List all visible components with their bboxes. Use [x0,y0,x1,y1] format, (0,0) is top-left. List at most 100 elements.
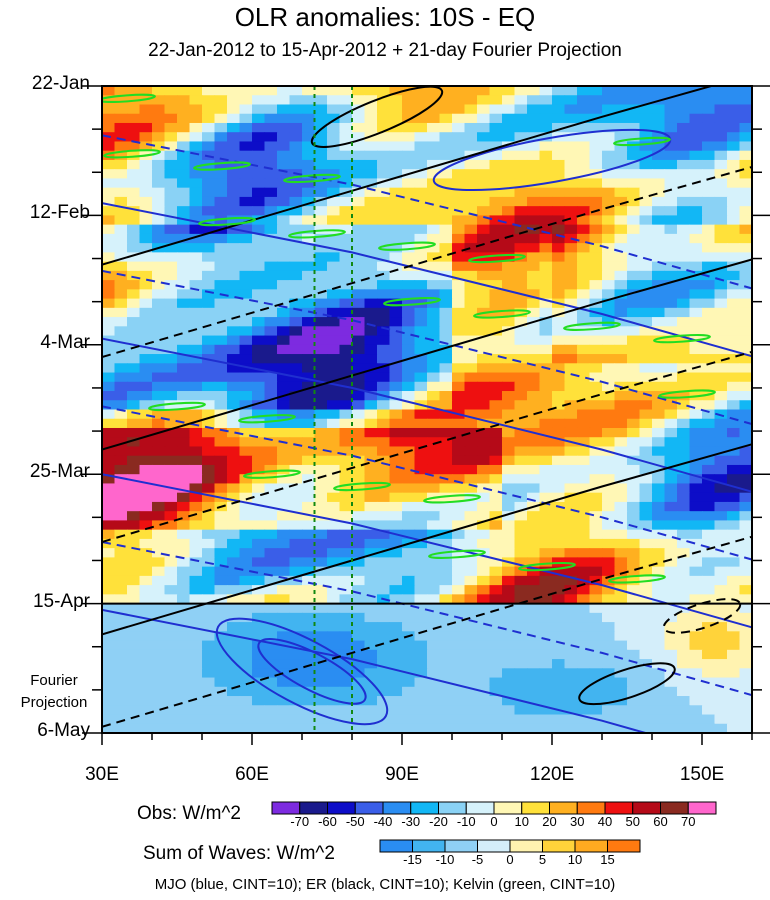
kelvin-contour [468,253,526,264]
heatmap-cell [727,159,741,170]
heatmap-cell [152,649,166,660]
heatmap-cell [727,492,741,503]
heatmap-cell [427,418,441,429]
heatmap-cell [714,224,728,235]
heatmap-cell [252,326,266,337]
heatmap-cell [689,113,703,124]
heatmap-cell [714,585,728,595]
heatmap-cell [152,280,166,290]
heatmap-cell [114,622,128,632]
heatmap-cell [139,169,153,180]
heatmap-cell [252,575,266,586]
heatmap-cell [627,252,641,263]
heatmap-cell [677,354,691,364]
heatmap-cell [564,483,578,494]
heatmap-cell [102,196,116,207]
heatmap-cell [352,649,366,660]
heatmap-cell [527,289,541,300]
heatmap-cell [127,548,141,558]
heatmap-cell [714,86,728,96]
heatmap-cell [127,298,141,309]
heatmap-cell [314,455,328,466]
heatmap-cell [402,649,416,660]
heatmap-cell [677,483,691,494]
heatmap-cell [139,159,153,170]
heatmap-cell [639,483,653,494]
heatmap-cell [414,464,428,475]
heatmap-cell [639,289,653,300]
heatmap-cell [364,575,378,586]
heatmap-cell [202,381,216,392]
heatmap-cell [727,714,741,725]
heatmap-cell [514,474,528,485]
heatmap-cell [639,159,653,170]
heatmap-cell [252,391,266,401]
heatmap-cell [627,511,641,522]
heatmap-cell [552,372,566,383]
heatmap-cell [727,104,741,115]
heatmap-cell [502,659,516,669]
heatmap-cell [314,548,328,558]
heatmap-cell [289,196,303,207]
heatmap-cell [202,141,216,152]
heatmap-cell [539,418,553,429]
heatmap-cell [114,317,128,327]
heatmap-cell [239,391,253,401]
heatmap-cell [577,696,591,706]
heatmap-cell [502,538,516,549]
heatmap-cell [414,705,428,716]
heatmap-cell [364,696,378,706]
kelvin-contour [288,229,346,239]
heatmap-cell [327,594,341,605]
heatmap-cell [189,400,203,411]
heatmap-cell [702,409,716,420]
heatmap-cell [514,585,528,595]
heatmap-cell [739,474,752,485]
heatmap-cell [539,354,553,364]
heatmap-cell [289,307,303,318]
heatmap-cell [577,566,591,577]
heatmap-cell [339,446,353,457]
heatmap-cell [727,317,741,327]
heatmap-cell [264,585,278,595]
heatmap-cell [614,86,628,96]
heatmap-cell [514,649,528,660]
heatmap-cell [314,696,328,706]
heatmap-cell [127,113,141,124]
heatmap-cell [189,464,203,475]
heatmap-cell [114,178,128,189]
heatmap-cell [652,474,666,485]
heatmap-cell [714,483,728,494]
heatmap-cell [189,326,203,337]
heatmap-cell [402,492,416,503]
heatmap-cell [577,113,591,124]
heatmap-cell [664,566,678,577]
heatmap-cell [314,529,328,540]
heatmap-cell [352,289,366,300]
heatmap-cell [127,418,141,429]
heatmap-cell [727,95,741,106]
heatmap-cell [464,86,478,96]
heatmap-cell [614,178,628,189]
heatmap-cell [689,215,703,226]
heatmap-cell [514,464,528,475]
heatmap-cell [739,132,752,143]
heatmap-cell [614,113,628,124]
heatmap-cell [527,113,541,124]
heatmap-cell [214,612,228,623]
y-tick-label: 15-Apr [32,590,90,612]
heatmap-cell [564,159,578,170]
heatmap-cell [264,612,278,623]
heatmap-cell [677,391,691,401]
heatmap-cell [739,233,752,244]
heatmap-cell [702,317,716,327]
heatmap-cell [314,381,328,392]
heatmap-cell [264,215,278,226]
heatmap-cell [377,243,391,253]
heatmap-cell [727,122,741,133]
heatmap-cell [164,612,178,623]
heatmap-cell [602,289,616,300]
heatmap-cell [252,372,266,383]
heatmap-cell [639,122,653,133]
heatmap-cell [302,159,316,170]
